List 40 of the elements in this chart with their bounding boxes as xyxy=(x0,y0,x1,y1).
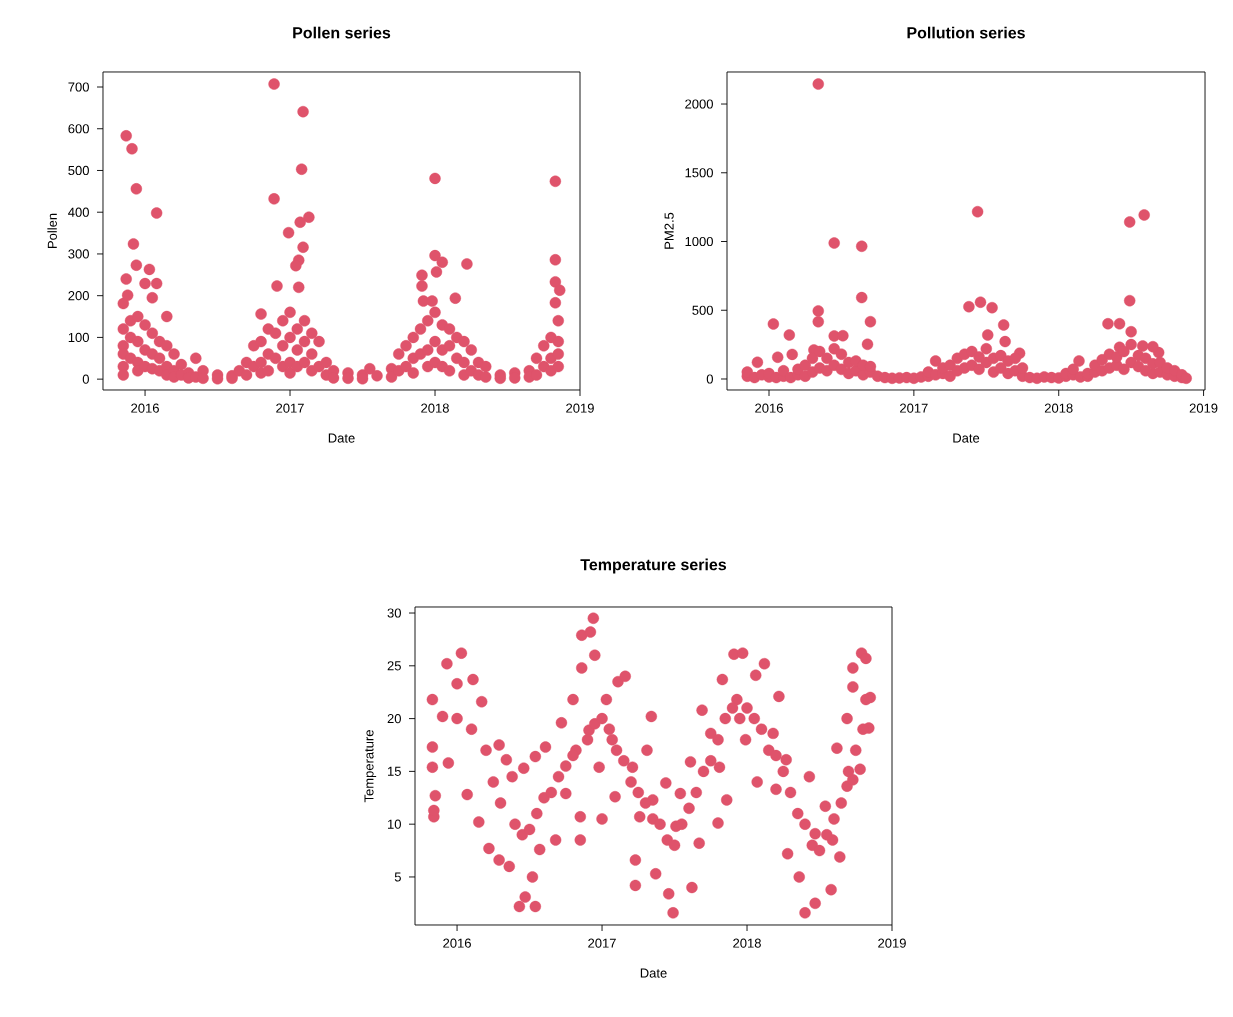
x-tick-label: 2016 xyxy=(755,403,783,413)
y-tick-label: 2000 xyxy=(685,99,713,109)
x-tick-label: 2019 xyxy=(1189,403,1218,413)
y-tick-label: 700 xyxy=(68,82,89,92)
chart-title: Temperature series xyxy=(580,558,727,574)
x-tick-label: 2016 xyxy=(131,403,159,413)
x-tick-label: 2019 xyxy=(878,938,906,948)
x-axis-title: Date xyxy=(328,433,355,443)
y-tick-label: 300 xyxy=(68,249,89,259)
y-tick-label: 500 xyxy=(68,165,89,176)
y-axis-title: Pollen xyxy=(47,213,57,248)
y-tick-label: 400 xyxy=(68,207,89,217)
y-tick-label: 100 xyxy=(68,332,89,343)
y-tick-label: 1000 xyxy=(685,236,713,247)
y-axis-title: Temperature xyxy=(364,730,377,803)
x-tick-label: 2018 xyxy=(733,938,761,948)
y-tick-label: 0 xyxy=(706,374,713,384)
y-tick-label: 20 xyxy=(387,713,401,724)
chart-title: Pollen series xyxy=(293,26,391,39)
x-tick-label: 2017 xyxy=(588,938,616,948)
y-tick-label: 1500 xyxy=(685,168,713,178)
y-tick-label: 500 xyxy=(692,305,713,315)
x-tick-label: 2016 xyxy=(443,938,471,948)
y-tick-label: 600 xyxy=(68,124,89,134)
y-tick-label: 200 xyxy=(68,291,89,301)
x-tick-label: 2019 xyxy=(566,403,594,413)
x-axis-title: Date xyxy=(953,433,980,443)
y-tick-label: 30 xyxy=(387,608,401,618)
y-tick-label: 0 xyxy=(82,374,89,384)
x-tick-label: 2017 xyxy=(276,403,304,413)
x-tick-label: 2018 xyxy=(421,403,449,413)
x-axis-title: Date xyxy=(640,968,667,978)
x-tick-label: 2018 xyxy=(1044,403,1073,413)
x-tick-label: 2017 xyxy=(900,403,928,413)
chart-title: Pollution series xyxy=(907,26,1025,39)
y-tick-label: 5 xyxy=(394,872,401,882)
y-tick-label: 25 xyxy=(387,661,401,671)
y-tick-label: 10 xyxy=(388,819,401,829)
y-axis-title: PM2.5 xyxy=(664,212,674,249)
y-tick-label: 15 xyxy=(388,766,401,776)
